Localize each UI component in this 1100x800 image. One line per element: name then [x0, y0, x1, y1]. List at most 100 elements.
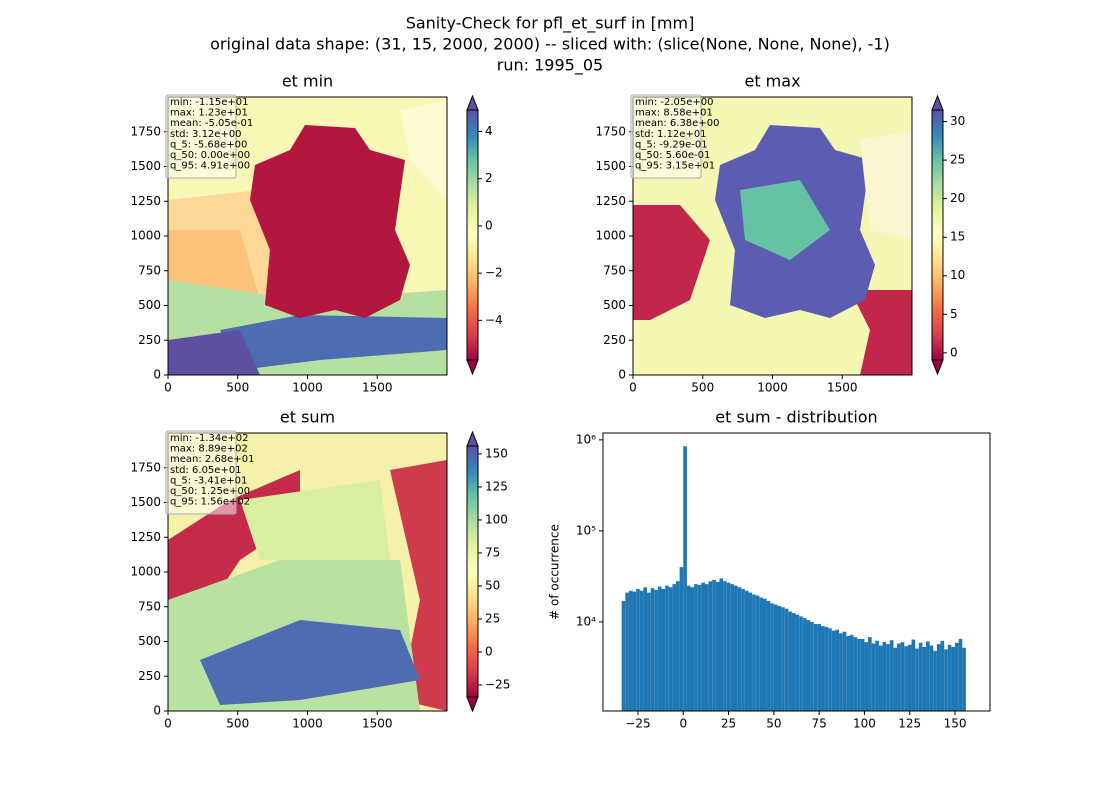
bar — [712, 579, 716, 711]
stats-line: q_95: 3.15e+01 — [635, 161, 715, 172]
y-tick-label: 1500 — [130, 159, 161, 173]
bar — [650, 588, 655, 711]
bar — [962, 647, 966, 711]
colorbar-tick-label: 125 — [485, 479, 508, 493]
bar — [744, 590, 749, 711]
x-tick-label: 125 — [898, 717, 921, 731]
y-tick-label: 1250 — [595, 194, 626, 208]
bar — [810, 621, 814, 711]
bar — [676, 581, 680, 711]
bar — [889, 640, 894, 711]
bar — [955, 642, 959, 711]
bar — [628, 590, 633, 711]
bar — [621, 600, 626, 711]
axes-title: et max — [744, 72, 800, 91]
bar — [929, 645, 934, 711]
bar — [654, 589, 658, 711]
colorbar-tick-label: 30 — [950, 114, 965, 128]
y-tick-label: 1000 — [130, 229, 161, 243]
bar — [813, 623, 818, 711]
colorbar-tick-label: 0 — [485, 218, 493, 232]
colorbar-tick-label: 15 — [950, 230, 965, 244]
y-tick-label: 1000 — [130, 565, 161, 579]
x-tick-label: 0 — [164, 717, 172, 731]
colorbar-tick-label: 4 — [485, 124, 493, 138]
suptitle: Sanity-Check for pfl_et_surf in [mm] — [406, 14, 695, 34]
bar — [951, 647, 956, 711]
bar — [755, 595, 760, 711]
bar — [944, 649, 948, 711]
x-tick-label: 1000 — [292, 717, 323, 731]
stats-line: mean: -5.05e-01 — [170, 118, 253, 129]
stats-line: max: 8.58e+01 — [635, 108, 713, 119]
colorbar-tick-label: 10 — [950, 268, 965, 282]
bar — [926, 641, 930, 711]
stats-line: std: 1.12e+01 — [635, 129, 707, 140]
bar — [661, 588, 666, 711]
y-tick-label: 1500 — [130, 495, 161, 509]
axes-frame — [602, 432, 991, 712]
bar — [831, 630, 836, 711]
bar — [907, 644, 912, 711]
bar — [657, 586, 662, 711]
bar — [770, 603, 774, 711]
bar — [683, 446, 687, 711]
bar — [748, 592, 753, 711]
x-tick-label: 75 — [812, 717, 827, 731]
bar — [737, 587, 742, 711]
y-tick-label: 10⁶ — [576, 432, 596, 446]
bar — [915, 648, 919, 711]
x-tick-label: 1500 — [362, 381, 393, 395]
bar — [668, 587, 673, 711]
colorbar — [932, 110, 943, 360]
bar — [922, 647, 927, 711]
bar — [701, 582, 706, 711]
stats-line: q_95: 4.91e+00 — [170, 161, 250, 172]
bar — [860, 638, 865, 711]
stats-line: q_95: 1.56e+02 — [170, 497, 250, 508]
bar — [806, 619, 811, 711]
x-tick-label: 50 — [766, 717, 781, 731]
bar — [672, 584, 677, 711]
stats-line: q_50: 0.00e+00 — [170, 150, 250, 161]
colorbar-tick-label: 0 — [485, 644, 493, 658]
bar — [947, 644, 952, 711]
bar — [719, 578, 724, 711]
axes-title: et sum — [280, 408, 335, 427]
bar — [936, 644, 941, 711]
stats-line: q_5: -5.68e+00 — [170, 139, 247, 150]
bar — [839, 633, 843, 711]
bar — [900, 642, 905, 711]
y-tick-label: 1750 — [595, 124, 626, 138]
bar — [705, 584, 709, 711]
bar — [897, 643, 901, 711]
y-tick-label: 250 — [138, 669, 161, 683]
y-tick-label: 750 — [138, 263, 161, 277]
bar — [784, 608, 789, 711]
bar — [636, 588, 640, 711]
colorbar-tick-label: −2 — [485, 266, 503, 280]
colorbar-tick-label: 25 — [485, 611, 500, 625]
stats-box-frame — [630, 94, 702, 179]
colorbar-tick-label: 50 — [485, 578, 500, 592]
bar — [868, 637, 872, 711]
x-tick-label: −25 — [625, 717, 650, 731]
x-tick-label: 0 — [164, 381, 172, 395]
stats-line: mean: 2.68e+01 — [170, 454, 254, 465]
colorbar-tick-label: 150 — [485, 446, 508, 460]
stats-line: max: 8.89e+02 — [170, 444, 248, 455]
colorbar-frame — [931, 109, 944, 361]
bar — [632, 591, 637, 711]
bar — [741, 588, 745, 711]
bar — [802, 618, 807, 711]
stats-line: min: -1.15e+01 — [170, 97, 249, 108]
y-tick-label: 1750 — [130, 460, 161, 474]
bar — [723, 581, 727, 711]
bar — [864, 642, 869, 711]
x-tick-label: 1000 — [292, 381, 323, 395]
y-tick-label: 1250 — [130, 530, 161, 544]
bar — [733, 585, 738, 711]
bar — [766, 600, 771, 711]
colorbar-tick-label: 75 — [485, 545, 500, 559]
colorbar-tick-label: −25 — [485, 677, 510, 691]
